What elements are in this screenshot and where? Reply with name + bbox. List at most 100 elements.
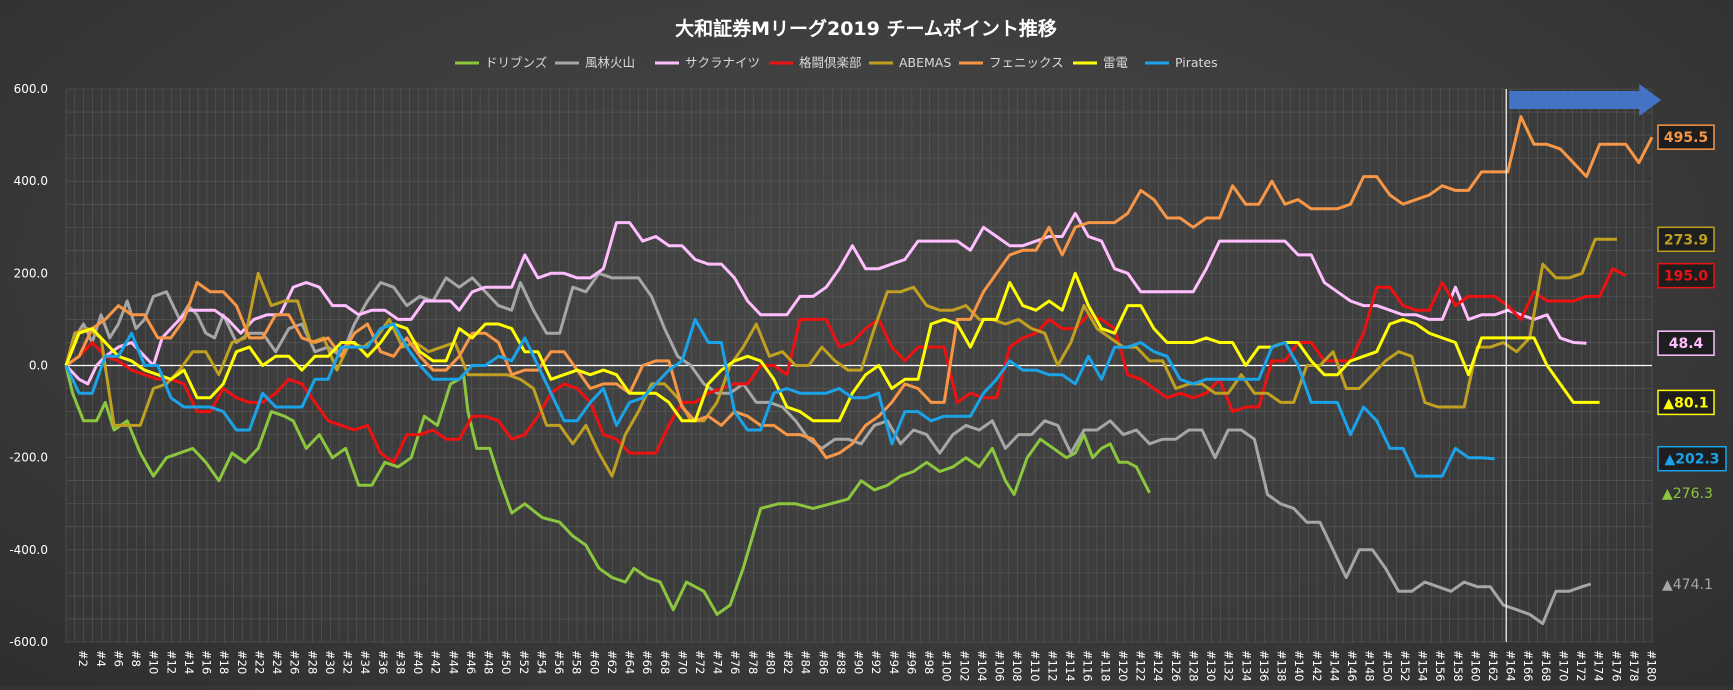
- y-tick-label: -400.0: [9, 543, 48, 557]
- series-line: [65, 267, 1627, 464]
- x-tick-label: #52: [517, 650, 531, 674]
- end-label: 495.5: [1664, 130, 1708, 146]
- x-tick-label: #166: [1521, 650, 1535, 682]
- x-tick-label: #168: [1539, 650, 1553, 682]
- x-tick-label: #134: [1239, 650, 1253, 682]
- x-tick-label: #124: [1151, 650, 1165, 682]
- x-tick-label: #84: [799, 650, 813, 674]
- x-tick-label: #26: [288, 650, 302, 674]
- x-tick-label: #22: [252, 650, 266, 674]
- end-label: 273.9: [1664, 232, 1708, 248]
- x-tick-label: #156: [1433, 650, 1447, 682]
- end-label-box: [1657, 124, 1715, 150]
- x-tick-label: #42: [429, 650, 443, 674]
- legend-label: フェニックス: [989, 55, 1064, 70]
- series-line: [64, 211, 1587, 386]
- x-tick-label: #70: [675, 650, 689, 674]
- x-tick-label: #170: [1556, 650, 1570, 682]
- x-tick-label: #72: [693, 650, 707, 674]
- x-tick-label: #34: [358, 650, 372, 674]
- y-tick-label: 600.0: [14, 82, 48, 96]
- x-tick-label: #58: [570, 650, 584, 674]
- end-label: ▲474.1: [1662, 577, 1713, 593]
- end-label: ▲80.1: [1663, 395, 1708, 411]
- x-tick-label: #102: [957, 650, 971, 682]
- x-tick-label: #142: [1310, 650, 1324, 682]
- x-tick-label: #150: [1380, 650, 1394, 682]
- x-tick-label: #66: [640, 650, 654, 674]
- series-line: [64, 317, 1495, 478]
- x-tick-label: #4: [94, 650, 108, 667]
- x-tick-label: #48: [482, 650, 496, 674]
- x-tick-label: #50: [499, 650, 513, 674]
- progress-arrow: [1509, 84, 1662, 116]
- series-line: [64, 271, 1592, 626]
- x-tick-label: #82: [781, 650, 795, 674]
- x-tick-label: #24: [270, 650, 284, 674]
- x-tick-label: #94: [887, 650, 901, 674]
- x-tick-label: #46: [464, 650, 478, 674]
- x-tick-label: #130: [1204, 650, 1218, 682]
- x-tick-label: #162: [1486, 650, 1500, 682]
- x-tick-label: #62: [605, 650, 619, 674]
- x-tick-label: #118: [1098, 650, 1112, 682]
- end-label-box: [1657, 330, 1715, 356]
- x-tick-label: #152: [1398, 650, 1412, 682]
- x-tick-label: #132: [1222, 650, 1236, 682]
- x-tick-label: #164: [1504, 650, 1518, 682]
- x-tick-label: #128: [1186, 650, 1200, 682]
- end-label: ▲202.3: [1664, 452, 1719, 468]
- x-tick-label: #32: [341, 650, 355, 674]
- end-label-box: [1657, 445, 1727, 472]
- y-tick-label: 400.0: [14, 174, 48, 188]
- x-tick-label: #116: [1081, 650, 1095, 682]
- x-tick-label: #92: [869, 650, 883, 674]
- x-tick-label: #28: [305, 650, 319, 674]
- x-tick-label: #6: [111, 650, 125, 667]
- x-tick-label: #16: [200, 650, 214, 674]
- legend-label: 雷電: [1103, 55, 1129, 70]
- end-label: 48.4: [1669, 336, 1704, 352]
- y-tick-label: 200.0: [14, 266, 48, 280]
- x-tick-label: #180: [1645, 650, 1659, 682]
- x-tick-label: #176: [1609, 650, 1623, 682]
- legend: ドリブンズ 風林火山 サクラナイツ 格闘倶楽部 ABEMAS フェニックス 雷電 Pirate…: [455, 55, 1218, 70]
- end-label-box: [1657, 226, 1715, 253]
- legend-label: Pirates: [1175, 55, 1218, 70]
- legend-label: 風林火山: [585, 55, 635, 70]
- x-tick-label: #148: [1363, 650, 1377, 682]
- x-tick-label: #88: [834, 650, 848, 674]
- series-line: [64, 365, 1151, 616]
- x-tick-label: #86: [816, 650, 830, 674]
- x-tick-label: #108: [1010, 650, 1024, 682]
- x-tick-label: #136: [1257, 650, 1271, 682]
- x-tick-label: #100: [940, 650, 954, 682]
- end-label-box: [1657, 262, 1715, 289]
- x-tick-label: #144: [1327, 650, 1341, 682]
- x-tick-label: #36: [376, 650, 390, 674]
- legend-label: サクラナイツ: [685, 55, 760, 70]
- end-label-box: [1657, 389, 1715, 416]
- x-tick-label: #78: [746, 650, 760, 674]
- series-line: [65, 115, 1654, 460]
- y-tick-label: -600.0: [9, 635, 48, 649]
- series-lines: [64, 115, 1654, 626]
- x-tick-label: #140: [1292, 650, 1306, 682]
- x-tick-label: #104: [975, 650, 989, 682]
- x-tick-label: #120: [1116, 650, 1130, 682]
- x-tick-label: #126: [1169, 650, 1183, 682]
- series-line: [64, 271, 1600, 423]
- x-tick-label: #20: [235, 650, 249, 674]
- chart-title: 大和証券Mリーグ2019 チームポイント推移: [675, 17, 1057, 40]
- y-tick-label: 0.0: [29, 359, 48, 373]
- legend-label: ABEMAS: [899, 55, 951, 70]
- x-tick-label: #178: [1627, 650, 1641, 682]
- x-tick-label: #172: [1574, 650, 1588, 682]
- end-label: ▲276.3: [1662, 486, 1713, 502]
- x-tick-label: #174: [1592, 650, 1606, 682]
- x-tick-label: #96: [904, 650, 918, 674]
- x-tick-label: #76: [728, 650, 742, 674]
- x-tick-label: #158: [1451, 650, 1465, 682]
- x-tick-label: #160: [1468, 650, 1482, 682]
